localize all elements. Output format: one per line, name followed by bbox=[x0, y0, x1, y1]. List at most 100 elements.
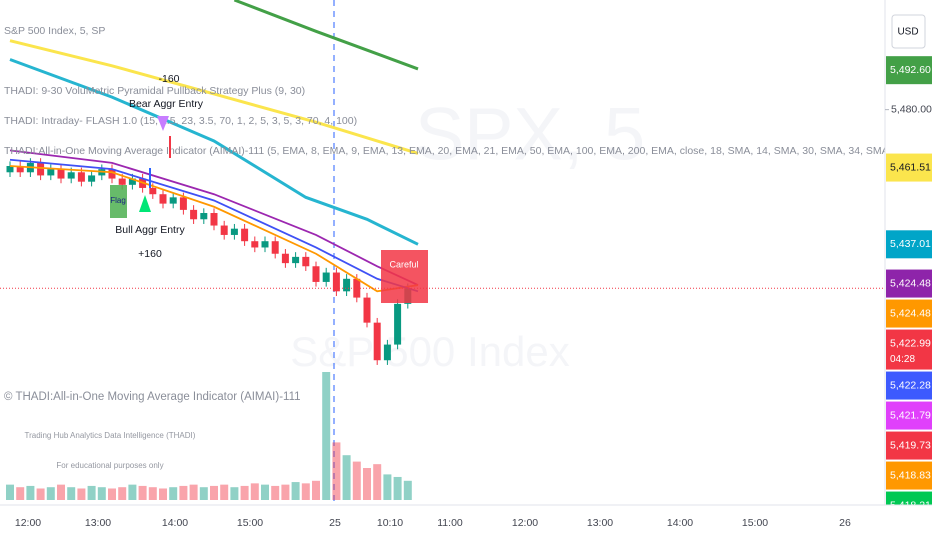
volume-bar bbox=[230, 487, 239, 500]
candle-body bbox=[128, 178, 136, 185]
price-tag-label: 5,492.60 bbox=[890, 64, 931, 76]
volume-bar bbox=[26, 485, 35, 500]
x-tick-label: 26 bbox=[839, 517, 851, 529]
annotation: Careful bbox=[389, 259, 418, 269]
price-tag-label: 5,422.99 bbox=[890, 337, 931, 349]
ma-line bbox=[233, 0, 419, 71]
volume-bar bbox=[352, 461, 361, 500]
annotation: Flag bbox=[110, 196, 126, 205]
symbol-title: S&P 500 Index, 5, SP bbox=[4, 25, 105, 37]
ma-line bbox=[9, 39, 419, 155]
price-tag bbox=[886, 230, 932, 259]
bull-marker bbox=[139, 195, 151, 212]
volume-bar bbox=[57, 484, 65, 500]
price-tag bbox=[886, 461, 932, 490]
x-tick-label: 14:00 bbox=[667, 517, 693, 529]
price-tag-label: 5,418.83 bbox=[890, 469, 931, 481]
candle-body bbox=[16, 166, 24, 173]
volume-bar bbox=[87, 485, 96, 500]
candle-body bbox=[332, 272, 340, 292]
candle-body bbox=[77, 172, 85, 182]
volume-bar bbox=[220, 484, 229, 500]
indicator-legend: THADI:All-in-One Moving Average Indicato… bbox=[4, 145, 932, 157]
volume-bar bbox=[189, 484, 198, 500]
overlay: S&P 500 Index, 5, SP THADI: 9-30 VoluMet… bbox=[4, 25, 932, 470]
volume-bar bbox=[312, 480, 320, 500]
y-tick-label: 5,480.00 bbox=[891, 103, 932, 115]
candle-body bbox=[6, 166, 14, 173]
volume-bar bbox=[199, 487, 208, 500]
price-tag-label: 5,421.79 bbox=[890, 409, 931, 421]
volume-bar bbox=[403, 480, 412, 500]
candle-body bbox=[220, 225, 228, 235]
price-tag-label: 5,418.21 bbox=[890, 499, 931, 511]
bear-marker bbox=[157, 116, 169, 131]
candle-body bbox=[353, 278, 361, 298]
candle-body bbox=[37, 162, 45, 176]
candle-body bbox=[383, 344, 391, 361]
volume-bar bbox=[383, 474, 392, 500]
volume-bar bbox=[291, 482, 300, 500]
volume-bar bbox=[261, 484, 269, 500]
volume-bar bbox=[210, 485, 218, 500]
time-axis: 12:00 13:00 14:00 15:00 25 10:10 11:00 12:00 13:… bbox=[0, 504, 932, 529]
candle-body bbox=[251, 241, 259, 248]
volume-bar bbox=[393, 476, 402, 500]
volume-bar bbox=[128, 484, 137, 500]
price-tag-label: 5,419.73 bbox=[890, 439, 931, 451]
watermark-name: S&P 500 Index bbox=[290, 328, 569, 375]
price-tag bbox=[886, 269, 932, 298]
volume-bar bbox=[67, 487, 76, 500]
x-tick-label: 15:00 bbox=[742, 517, 768, 529]
candle-body bbox=[271, 241, 279, 254]
indicator-legend: THADI: Intraday- FLASH 1.0 (15, 2.5, 23,… bbox=[4, 115, 357, 127]
price-tag bbox=[886, 371, 932, 400]
price-tag-label: 5,437.01 bbox=[890, 238, 931, 250]
price-tag-label: 5,422.28 bbox=[890, 379, 931, 391]
volume-bar bbox=[77, 488, 86, 500]
candle-body bbox=[169, 197, 177, 204]
volume-bar bbox=[138, 485, 147, 500]
flag-box bbox=[110, 185, 127, 218]
volume-bar bbox=[6, 484, 14, 500]
volume-bar bbox=[118, 487, 127, 500]
candle-body bbox=[190, 209, 198, 220]
volume-bar bbox=[281, 484, 290, 500]
price-tag bbox=[886, 522, 932, 550]
volume-bar bbox=[179, 485, 188, 500]
price-tag bbox=[886, 153, 932, 182]
currency-label[interactable]: USD bbox=[897, 27, 918, 38]
price-tag bbox=[886, 401, 932, 430]
candle-body bbox=[88, 175, 96, 182]
candle-body bbox=[159, 194, 167, 204]
volume-bar bbox=[240, 485, 249, 500]
volume-bar bbox=[46, 487, 55, 500]
careful-box bbox=[381, 250, 428, 303]
candle-body bbox=[241, 228, 249, 242]
price-tag-label: 5,461.51 bbox=[890, 161, 931, 173]
annotation: +160 bbox=[138, 248, 162, 260]
candle-body bbox=[118, 178, 126, 185]
watermark-symbol: SPX, 5 bbox=[415, 93, 645, 176]
candle-body bbox=[200, 213, 208, 220]
price-tags: 5,492.60 5,461.51 5,437.01 5,424.48 5,424.48… bbox=[886, 56, 932, 550]
x-tick-label: 15:00 bbox=[237, 517, 263, 529]
volume-bar bbox=[97, 487, 106, 500]
candle-body bbox=[292, 256, 300, 264]
x-tick-label: 12:00 bbox=[15, 517, 41, 529]
volume-bar bbox=[169, 487, 178, 500]
volume-bar bbox=[332, 442, 341, 500]
volume-bar bbox=[36, 488, 45, 500]
x-tick-label: 25 bbox=[329, 517, 341, 529]
x-tick-label: 11:00 bbox=[437, 517, 463, 529]
candle-body bbox=[230, 228, 238, 235]
volume-bar bbox=[250, 483, 259, 500]
ma-line bbox=[9, 58, 419, 246]
price-tag-label: 5,424.48 bbox=[890, 277, 931, 289]
volume-bar bbox=[108, 488, 116, 500]
x-tick-label: 14:00 bbox=[162, 517, 188, 529]
volume-bar bbox=[322, 372, 331, 500]
candle-body bbox=[179, 197, 187, 210]
currency-button[interactable] bbox=[891, 14, 926, 49]
